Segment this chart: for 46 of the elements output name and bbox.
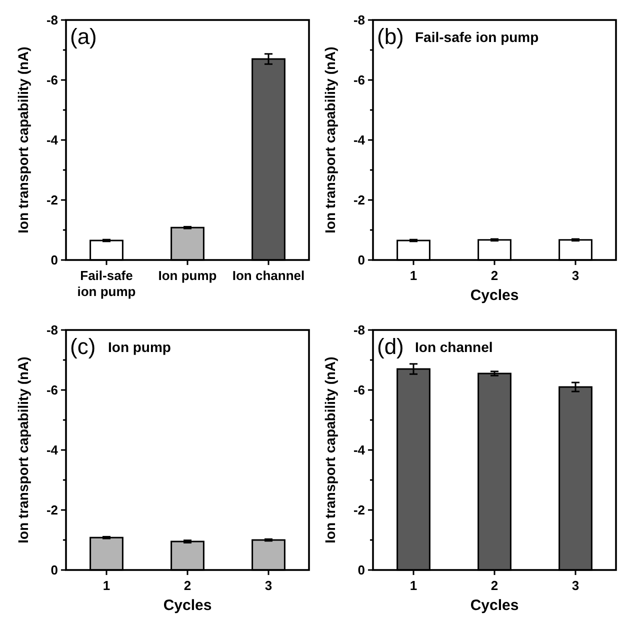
x-tick-label: Ion channel bbox=[232, 268, 305, 283]
y-tick-label: -8 bbox=[353, 12, 365, 28]
x-tick-label: 3 bbox=[572, 268, 580, 283]
y-tick-label: -2 bbox=[46, 502, 58, 518]
y-axis-title: Ion transport capability (nA) bbox=[15, 46, 31, 234]
y-tick-label: -6 bbox=[46, 382, 58, 398]
x-tick-label: 1 bbox=[410, 578, 418, 593]
y-tick-label: -4 bbox=[46, 132, 59, 148]
text: Ion pump bbox=[108, 339, 171, 355]
x-tick-label: 2 bbox=[490, 268, 498, 283]
y-axis-title: Ion transport capability (nA) bbox=[15, 356, 31, 544]
x-tick-label: 2 bbox=[184, 578, 192, 593]
x-axis-title: Cycles bbox=[163, 597, 212, 614]
y-tick-label: -4 bbox=[353, 132, 366, 148]
y-tick-label: -4 bbox=[46, 442, 59, 458]
y-axis-title: Ion transport capability (nA) bbox=[322, 46, 338, 234]
y-tick-label: -4 bbox=[353, 442, 366, 458]
x-tick-label: 1 bbox=[102, 578, 110, 593]
x-axis-title: Cycles bbox=[470, 597, 519, 614]
y-tick-label: -6 bbox=[46, 72, 58, 88]
y-tick-label: -2 bbox=[353, 502, 365, 518]
text: Fail-safe ion pump bbox=[415, 29, 539, 45]
x-tick-label: 3 bbox=[264, 578, 272, 593]
x-tick-label: Fail-safe ion pump bbox=[77, 268, 136, 299]
y-tick-label: 0 bbox=[50, 562, 58, 578]
x-tick-label: 3 bbox=[572, 578, 580, 593]
x-tick-label: 2 bbox=[490, 578, 498, 593]
chart-title: (c) bbox=[70, 334, 96, 359]
y-tick-label: -6 bbox=[353, 72, 365, 88]
y-tick-label: 0 bbox=[358, 252, 365, 268]
y-tick-label: 0 bbox=[50, 252, 58, 268]
chart-title: (b) bbox=[377, 24, 404, 49]
x-axis-title: Cycles bbox=[470, 287, 519, 304]
y-tick-label: -8 bbox=[353, 322, 365, 338]
y-tick-label: -2 bbox=[353, 192, 365, 208]
y-tick-label: -8 bbox=[46, 12, 58, 28]
y-tick-label: -8 bbox=[46, 322, 58, 338]
chart-title: (d) bbox=[377, 334, 404, 359]
y-axis-title: Ion transport capability (nA) bbox=[322, 356, 338, 544]
x-tick-label: Ion pump bbox=[158, 268, 217, 283]
y-tick-label: 0 bbox=[358, 562, 365, 578]
chart-title: (a) bbox=[70, 24, 97, 49]
text: Ion channel bbox=[415, 339, 493, 355]
y-tick-label: -6 bbox=[353, 382, 365, 398]
x-tick-label: 1 bbox=[410, 268, 418, 283]
y-tick-label: -2 bbox=[46, 192, 58, 208]
